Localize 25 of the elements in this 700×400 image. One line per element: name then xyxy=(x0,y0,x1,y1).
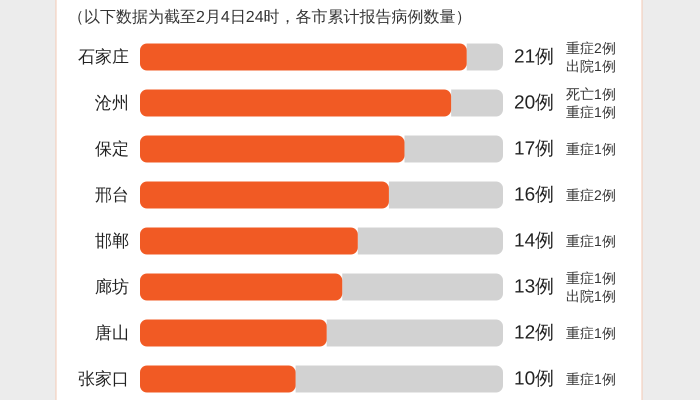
value-label: 13例 xyxy=(514,276,554,298)
category-label: 石家庄 xyxy=(78,48,129,66)
category-label: 张家口 xyxy=(78,370,129,388)
value-label: 12例 xyxy=(514,322,554,344)
annotation: 重症2例出院1例 xyxy=(566,40,616,74)
annotation: 重症1例出院1例 xyxy=(566,270,616,304)
annotation: 重症1例 xyxy=(566,371,616,387)
value-label: 20例 xyxy=(514,92,554,114)
category-label: 廊坊 xyxy=(95,278,129,296)
annotation: 重症1例 xyxy=(566,325,616,341)
annotation: 重症1例 xyxy=(566,233,616,249)
value-label: 21例 xyxy=(514,46,554,68)
annotation: 重症2例 xyxy=(566,187,616,203)
value-label: 14例 xyxy=(514,230,554,252)
value-label: 16例 xyxy=(514,184,554,206)
annotation: 重症1例 xyxy=(566,141,616,157)
value-label: 17例 xyxy=(514,138,554,160)
category-label: 保定 xyxy=(95,140,129,158)
category-label: 唐山 xyxy=(95,324,129,342)
category-label: 沧州 xyxy=(95,94,129,112)
category-label: 邯郸 xyxy=(95,232,129,250)
category-label: 邢台 xyxy=(95,186,129,204)
value-label: 10例 xyxy=(514,368,554,390)
title: （以下数据为截至2月4日24时，各市累计报告病例数量） xyxy=(68,9,472,26)
annotation: 死亡1例重症1例 xyxy=(566,86,616,120)
